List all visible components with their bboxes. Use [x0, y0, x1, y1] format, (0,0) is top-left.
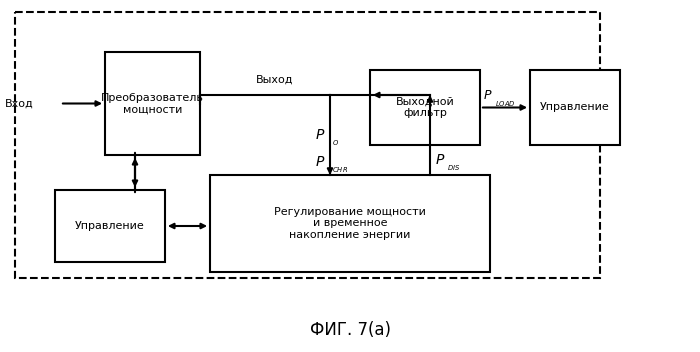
Text: $_{DIS}$: $_{DIS}$	[447, 163, 461, 173]
Bar	[55, 190, 165, 262]
Text: Управление: Управление	[75, 221, 145, 231]
Text: Преобразователь
мощности: Преобразователь мощности	[101, 93, 204, 114]
Bar	[210, 175, 490, 272]
Text: Выход: Выход	[256, 75, 294, 85]
Text: $P$: $P$	[483, 89, 493, 102]
Text: $_{CHR}$: $_{CHR}$	[332, 165, 348, 175]
Text: $P$: $P$	[315, 128, 325, 142]
Bar	[105, 52, 200, 155]
Text: Управление: Управление	[540, 102, 610, 113]
Bar	[370, 70, 480, 145]
Text: $_{LOAD}$: $_{LOAD}$	[495, 100, 516, 109]
Text: $_{O}$: $_{O}$	[332, 138, 340, 148]
Text: $P$: $P$	[435, 153, 445, 167]
Bar	[15, 12, 600, 278]
Text: ФИГ. 7(а): ФИГ. 7(а)	[309, 321, 391, 339]
Text: Регулирование мощности
и временное
накопление энергии: Регулирование мощности и временное накоп…	[274, 207, 426, 240]
Text: $P$: $P$	[315, 155, 325, 169]
Bar	[530, 70, 620, 145]
Text: Выходной
фильтр: Выходной фильтр	[395, 97, 454, 118]
Text: Вход: Вход	[5, 99, 34, 108]
